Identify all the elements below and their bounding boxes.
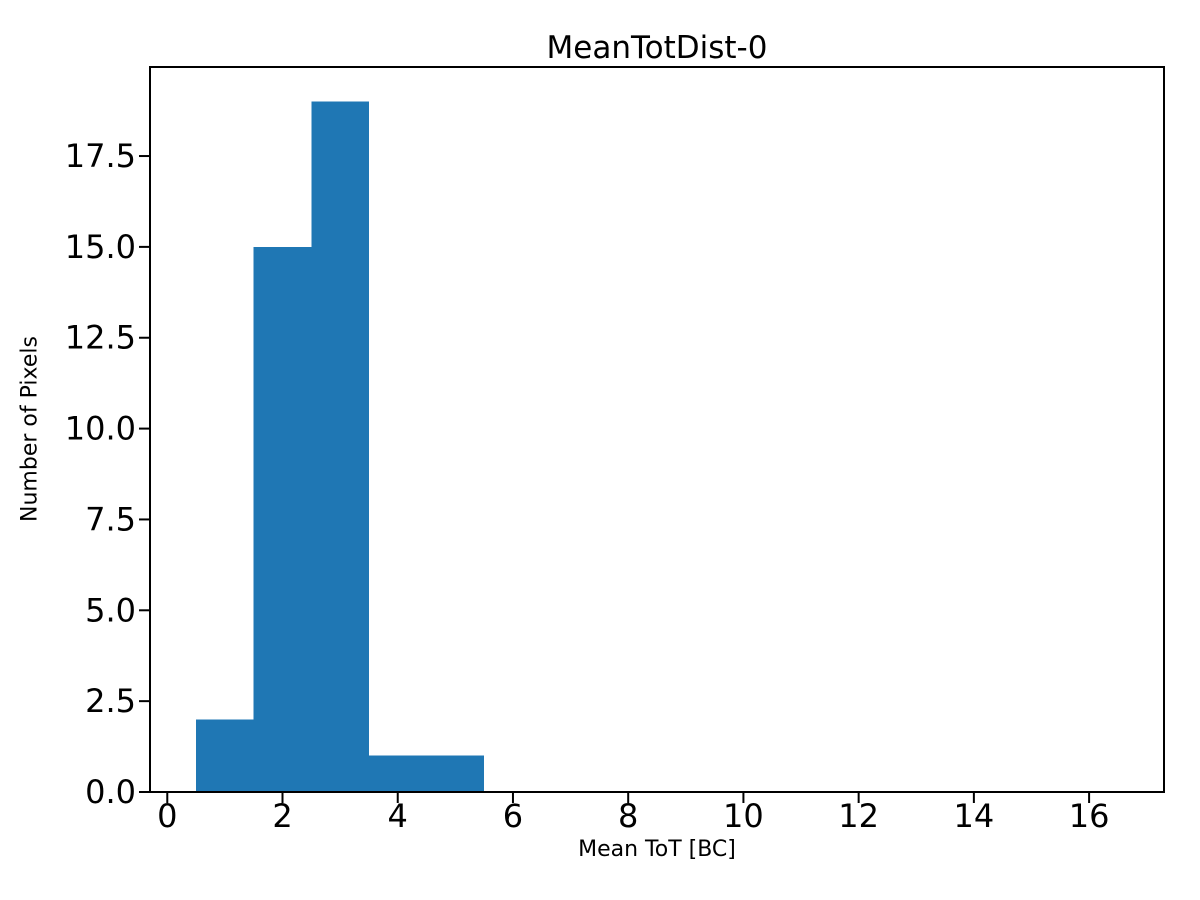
- histogram-bar: [196, 719, 254, 792]
- x-tick-label: 10: [723, 797, 764, 835]
- y-tick-label: 15.0: [65, 228, 136, 266]
- x-tick-label: 4: [388, 797, 408, 835]
- plot-frame: [149, 66, 1165, 793]
- y-tick-label: 5.0: [85, 591, 136, 629]
- y-tick-label: 17.5: [65, 137, 136, 175]
- y-tick-label: 10.0: [65, 410, 136, 448]
- x-axis-label: Mean ToT [BC]: [578, 837, 736, 862]
- y-tick-label: 12.5: [65, 319, 136, 357]
- histogram-bar: [253, 246, 312, 793]
- x-tick-label: 6: [503, 797, 523, 835]
- histogram-bar: [426, 755, 485, 792]
- x-tick-label: 2: [272, 797, 292, 835]
- histogram-bar: [368, 755, 427, 792]
- x-tick-label: 12: [838, 797, 879, 835]
- x-tick-label: 8: [618, 797, 638, 835]
- y-tick-label: 2.5: [85, 682, 136, 720]
- x-tick-label: 16: [1069, 797, 1110, 835]
- histogram-bar: [311, 101, 369, 793]
- chart-title: MeanTotDist-0: [546, 30, 768, 66]
- y-tick-label: 0.0: [85, 773, 136, 811]
- y-axis-label: Number of Pixels: [17, 336, 43, 522]
- x-tick-label: 14: [954, 797, 995, 835]
- y-tick-label: 7.5: [85, 500, 136, 538]
- x-tick-label: 0: [157, 797, 177, 835]
